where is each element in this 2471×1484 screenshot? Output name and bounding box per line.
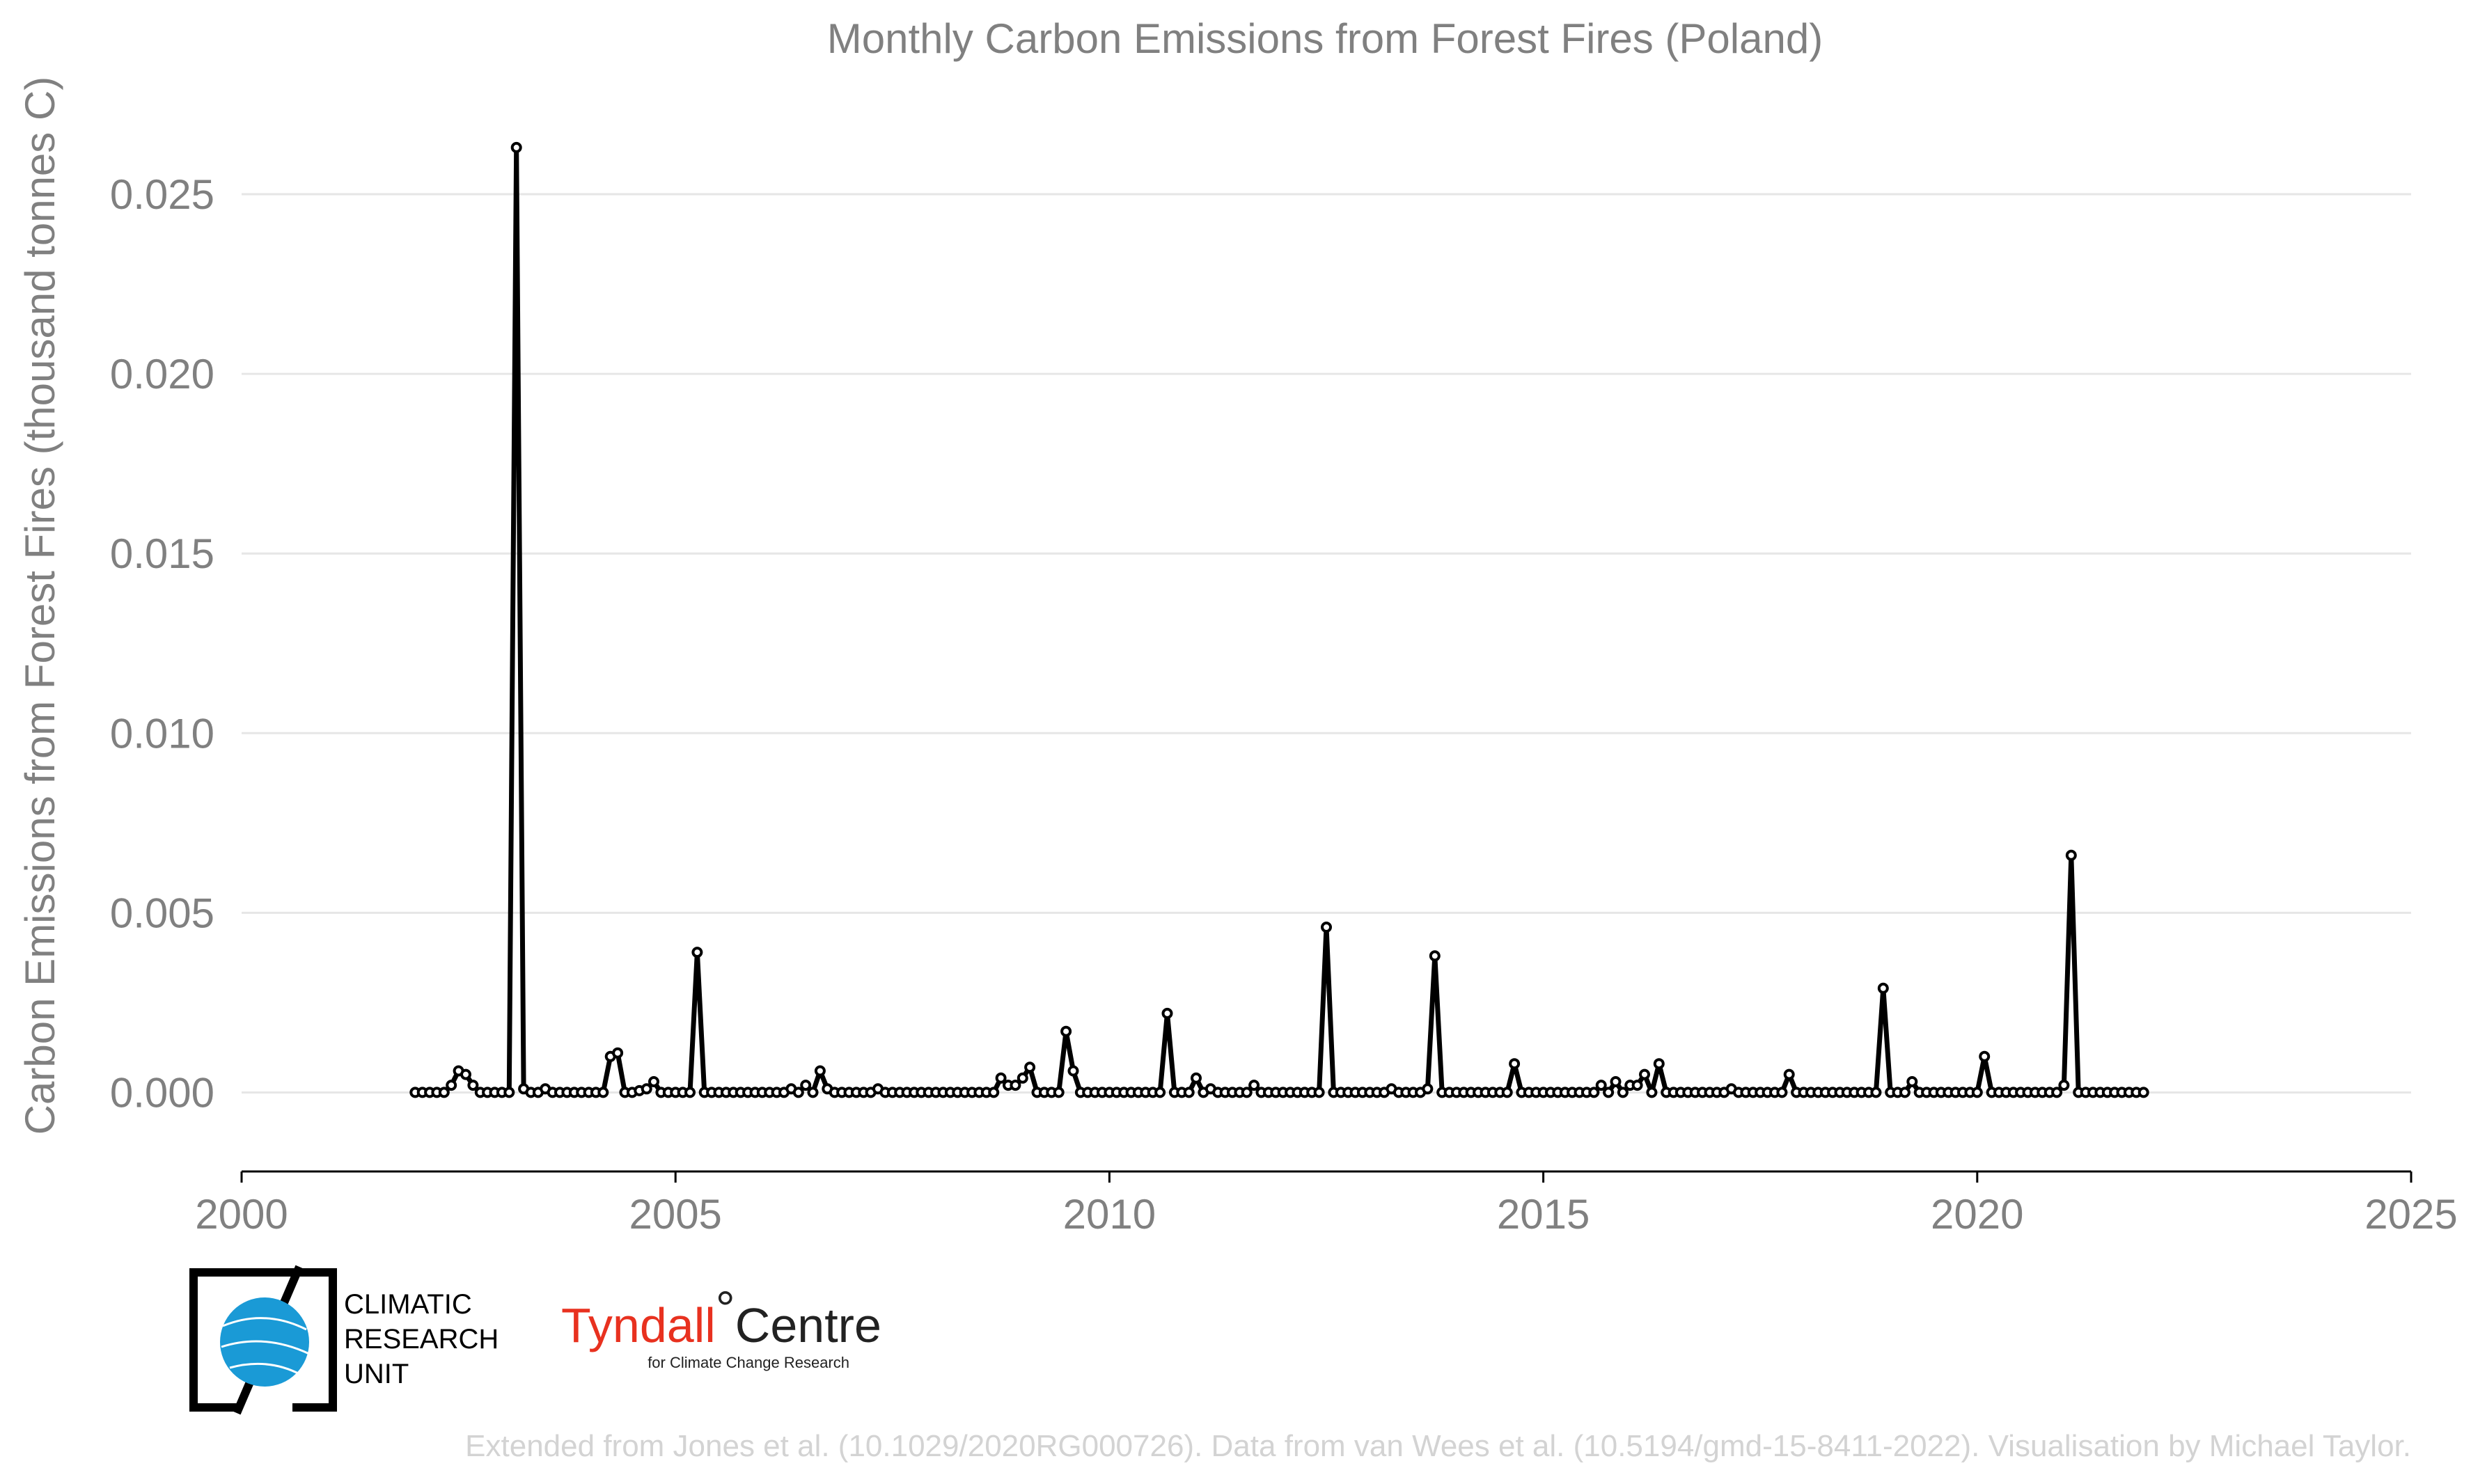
data-point bbox=[2058, 1080, 2070, 1091]
data-point bbox=[510, 141, 522, 153]
data-point bbox=[1610, 1076, 1622, 1087]
data-point bbox=[684, 1087, 696, 1098]
series-line bbox=[415, 145, 2144, 1095]
data-point bbox=[1617, 1087, 1629, 1098]
data-point bbox=[792, 1087, 804, 1098]
data-point bbox=[1067, 1065, 1079, 1077]
y-tick-label: 0.015 bbox=[110, 530, 214, 577]
footer-credit: Extended from Jones et al. (10.1029/2020… bbox=[465, 1429, 2411, 1463]
y-tick-label: 0.000 bbox=[110, 1069, 214, 1116]
tyndall-subtitle: for Climate Change Research bbox=[648, 1354, 849, 1371]
tyndall-degree: ° bbox=[716, 1281, 735, 1336]
data-point bbox=[1501, 1087, 1513, 1098]
data-point bbox=[814, 1065, 826, 1077]
y-axis-label: Carbon Emissions from Forest Fires (thou… bbox=[17, 77, 63, 1135]
data-point bbox=[1248, 1080, 1260, 1091]
cru-line-1: CLIMATIC bbox=[344, 1289, 472, 1320]
data-point bbox=[1060, 1025, 1072, 1037]
data-point bbox=[1979, 1050, 1991, 1062]
tyndall-logo: Tyndall°Centre for Climate Change Resear… bbox=[561, 1281, 881, 1371]
data-point bbox=[1154, 1087, 1166, 1098]
x-tick-label: 2010 bbox=[1063, 1191, 1156, 1238]
x-tick-marks bbox=[240, 1171, 2413, 1183]
globe-icon-lines bbox=[221, 1317, 310, 1376]
data-point bbox=[446, 1080, 457, 1091]
y-tick-label: 0.025 bbox=[110, 171, 214, 218]
data-point bbox=[1010, 1080, 1021, 1091]
data-point bbox=[1776, 1087, 1788, 1098]
cru-line-2: RESEARCH bbox=[344, 1324, 499, 1355]
data-point bbox=[1870, 1087, 1882, 1098]
svg-text:Tyndall°Centre: Tyndall°Centre bbox=[561, 1281, 881, 1352]
data-point bbox=[1191, 1072, 1202, 1084]
data-point bbox=[691, 947, 703, 958]
data-point bbox=[2065, 849, 2077, 861]
data-point bbox=[648, 1076, 659, 1087]
data-point bbox=[1653, 1058, 1665, 1070]
data-point bbox=[612, 1047, 624, 1059]
data-point bbox=[1971, 1087, 1983, 1098]
data-point bbox=[503, 1087, 515, 1098]
data-point bbox=[1183, 1087, 1195, 1098]
data-point bbox=[1024, 1061, 1036, 1073]
data-point bbox=[1639, 1068, 1650, 1080]
x-tick-label: 2025 bbox=[2364, 1191, 2457, 1238]
data-point bbox=[807, 1087, 819, 1098]
y-tick-labels: 0.000 0.005 0.010 0.015 0.020 0.025 bbox=[110, 171, 214, 1116]
x-tick-label: 2000 bbox=[195, 1191, 288, 1238]
series bbox=[409, 141, 2149, 1098]
y-tick-label: 0.010 bbox=[110, 710, 214, 757]
y-tick-label: 0.005 bbox=[110, 890, 214, 936]
data-point bbox=[1017, 1072, 1028, 1084]
data-point bbox=[1631, 1080, 1643, 1091]
data-point bbox=[988, 1087, 1000, 1098]
data-point bbox=[1906, 1076, 1918, 1087]
data-point bbox=[1588, 1087, 1600, 1098]
cru-frame bbox=[189, 1268, 337, 1412]
data-point bbox=[1161, 1007, 1173, 1019]
x-tick-label: 2015 bbox=[1497, 1191, 1590, 1238]
data-point bbox=[1429, 950, 1441, 962]
data-point bbox=[800, 1080, 812, 1091]
data-point bbox=[438, 1087, 450, 1098]
data-point bbox=[460, 1068, 471, 1080]
data-point bbox=[1422, 1083, 1434, 1095]
data-point bbox=[1899, 1087, 1911, 1098]
data-point bbox=[2137, 1087, 2149, 1098]
data-point bbox=[1646, 1087, 1658, 1098]
data-point bbox=[2051, 1087, 2063, 1098]
cru-logo: CLIMATIC RESEARCH UNIT bbox=[189, 1265, 499, 1415]
tyndall-name: Tyndall bbox=[561, 1298, 716, 1352]
data-point bbox=[1313, 1087, 1325, 1098]
data-point bbox=[1595, 1080, 1607, 1091]
y-tick-label: 0.020 bbox=[110, 351, 214, 397]
x-tick-labels: 2000 2005 2010 2015 2020 2025 bbox=[195, 1191, 2457, 1238]
data-point bbox=[1783, 1068, 1795, 1080]
data-point bbox=[1877, 982, 1889, 994]
data-point bbox=[1509, 1058, 1521, 1070]
data-point bbox=[641, 1083, 652, 1095]
data-point bbox=[1241, 1087, 1253, 1098]
data-point bbox=[1321, 922, 1332, 933]
x-tick-label: 2020 bbox=[1931, 1191, 2023, 1238]
cru-line-3: UNIT bbox=[344, 1359, 409, 1389]
tyndall-centre: Centre bbox=[735, 1298, 881, 1352]
data-point bbox=[1053, 1087, 1065, 1098]
data-point bbox=[995, 1072, 1007, 1084]
data-point bbox=[467, 1080, 479, 1091]
x-tick-label: 2005 bbox=[629, 1191, 721, 1238]
chart-title: Monthly Carbon Emissions from Forest Fir… bbox=[827, 15, 1823, 62]
data-point bbox=[1603, 1087, 1615, 1098]
data-point bbox=[597, 1087, 609, 1098]
